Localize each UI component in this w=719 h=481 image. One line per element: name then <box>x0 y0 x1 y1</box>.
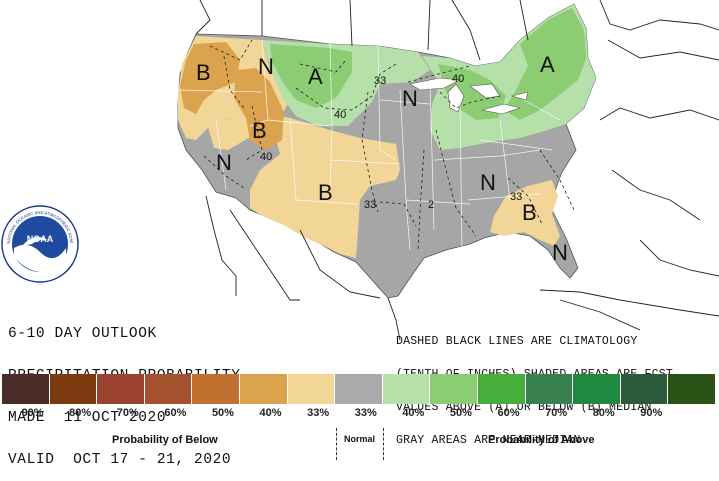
legend-ticks: 90% 80% 70% 60% 50% 40% 33% 33% 40% 50% 60% 70% 80% 9… <box>2 407 716 421</box>
note-line-3: VALUES ABOVE (A) OR BELOW (B) MEDIAN <box>396 401 652 414</box>
legend-normal-label: Normal <box>344 434 376 444</box>
above-40-northern-plains-region <box>270 44 352 108</box>
legend-tick-label: 33% <box>354 407 377 419</box>
legend-swatch-4 <box>192 374 240 404</box>
legend-tick-label: 50% <box>449 407 472 419</box>
legend-swatch-5 <box>239 374 288 404</box>
legend-tick-label: 60% <box>164 407 187 419</box>
legend-swatch-10 <box>477 374 526 404</box>
note-line-1: DASHED BLACK LINES ARE CLIMATOLOGY <box>396 335 638 348</box>
legend-swatch-0 <box>2 374 50 404</box>
climatology-dashed-lines <box>203 39 575 253</box>
label-n-florida: N <box>552 240 568 265</box>
title-line-valid: VALID OCT 17 - 21, 2020 <box>8 452 232 468</box>
legend-normal-divider-left <box>336 428 337 460</box>
legend-swatch-6 <box>287 374 336 404</box>
precipitation-outlook-map: B N A N A B N B N B N 33 40 40 40 33 2 3… <box>0 0 719 341</box>
legend-tick-label: 90% <box>21 407 44 419</box>
below-33-southwest-region <box>206 110 400 258</box>
climo-40-idaho: 40 <box>260 151 272 163</box>
legend-swatch-11 <box>525 374 574 404</box>
legend-swatch-8 <box>382 374 431 404</box>
label-b-pacific-nw: B <box>196 60 211 85</box>
climo-33-carolinas: 33 <box>510 191 522 203</box>
label-b-southwest: B <box>318 180 333 205</box>
label-n-great-basin: N <box>216 150 232 175</box>
legend-tick-label: 70% <box>545 407 568 419</box>
above-40-northeast-region <box>504 8 586 120</box>
country-outlines <box>195 0 719 341</box>
climo-40-dakota: 40 <box>334 109 346 121</box>
title-line-made: MADE 11 OCT 2020 <box>8 410 167 426</box>
below-40-northwest-region <box>180 42 240 114</box>
title-line-outlook: 6-10 DAY OUTLOOK <box>8 326 157 342</box>
label-n-southeast: N <box>480 170 496 195</box>
climo-40-great-lakes: 40 <box>452 73 464 85</box>
legend-tick-label: 60% <box>497 407 520 419</box>
note-line-4: GRAY AREAS ARE NEAR-MEDIAN <box>396 434 581 447</box>
legend-swatch-1 <box>49 374 98 404</box>
legend-below-label: Probability of Below <box>112 434 218 446</box>
legend-swatch-9 <box>430 374 478 404</box>
climo-33-texas: 33 <box>364 199 376 211</box>
label-n-montana: N <box>258 54 274 79</box>
legend-normal-divider-right <box>383 428 384 460</box>
legend-tick-label: 80% <box>69 407 92 419</box>
label-n-upper-midwest: N <box>402 86 418 111</box>
legend-above-label: Probability of Above <box>488 434 595 446</box>
legend-swatch-14 <box>668 374 716 404</box>
above-40-great-lakes-region <box>438 64 506 120</box>
label-a-northeast: A <box>540 52 555 77</box>
legend-tick-label: 80% <box>592 407 615 419</box>
label-b-carolinas: B <box>522 200 537 225</box>
label-a-north-plains: A <box>308 64 323 89</box>
below-40-idaho-region <box>234 68 284 150</box>
legend-swatch-12 <box>573 374 621 404</box>
legend-tick-label: 40% <box>259 407 282 419</box>
label-b-idaho: B <box>252 118 267 143</box>
legend-swatch-2 <box>97 374 145 404</box>
logo-center-text: NOAA <box>27 234 54 244</box>
legend-swatch-13 <box>620 374 669 404</box>
legend-tick-label: 40% <box>402 407 425 419</box>
legend-tick-label: 50% <box>211 407 234 419</box>
legend-tick-label: 70% <box>116 407 139 419</box>
state-boundaries <box>179 39 561 251</box>
legend-swatch-3 <box>144 374 193 404</box>
legend-color-bar <box>2 374 716 404</box>
legend-tick-label: 90% <box>640 407 663 419</box>
legend-tick-label: 33% <box>307 407 330 419</box>
climo-2-mississippi: 2 <box>428 199 434 211</box>
legend-swatch-7 <box>335 374 383 404</box>
legend-tick-label <box>668 407 716 421</box>
climo-33-dakota: 33 <box>374 75 386 87</box>
